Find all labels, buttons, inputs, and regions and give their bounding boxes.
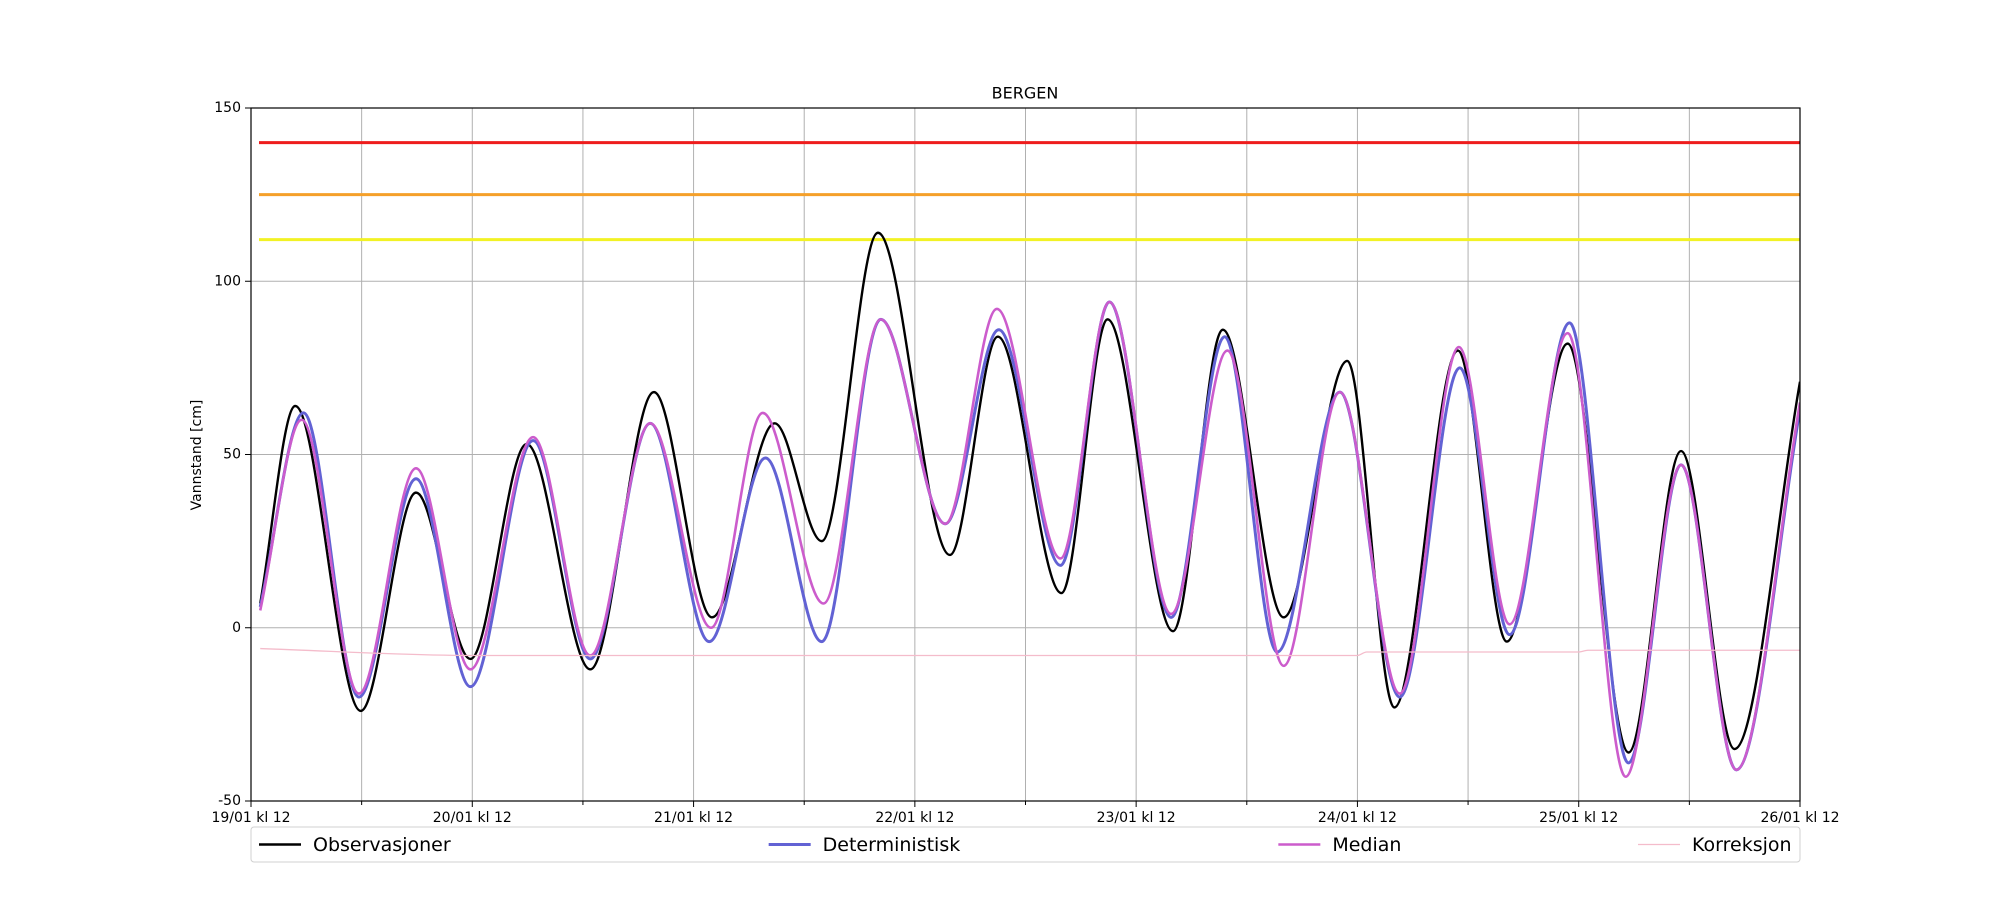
axes-frame	[250, 107, 1801, 802]
data-line	[258, 300, 1800, 772]
y-tick-label: 50	[223, 447, 241, 463]
x-tick-label: 21/01 kl 12	[654, 810, 733, 826]
legend-box	[250, 826, 1801, 863]
x-tick-label: 26/01 kl 12	[1760, 810, 1839, 826]
y-tick-label: -50	[218, 793, 241, 809]
x-tick-label: 22/01 kl 12	[875, 810, 954, 826]
data-line	[260, 647, 1800, 657]
x-tick-label: 23/01 kl 12	[1097, 810, 1176, 826]
legend-label: Deterministisk	[823, 834, 961, 856]
x-tick-label: 24/01 kl 12	[1318, 810, 1397, 826]
data-line	[259, 231, 1800, 754]
x-tick-label: 25/01 kl 12	[1539, 810, 1618, 826]
legend-label: Observasjoner	[313, 834, 451, 856]
x-tick-label: 19/01 kl 12	[211, 810, 290, 826]
x-tick-label: 20/01 kl 12	[433, 810, 512, 826]
legend-label: Median	[1332, 834, 1401, 856]
y-axis-label: Vannstand [cm]	[189, 400, 205, 511]
y-tick-label: 0	[232, 620, 241, 636]
data-line	[258, 300, 1800, 779]
legend-label: Korreksjon	[1692, 834, 1792, 856]
y-tick-label: 100	[214, 273, 241, 289]
y-tick-label: 150	[214, 100, 241, 116]
chart-title: BERGEN	[992, 84, 1059, 103]
